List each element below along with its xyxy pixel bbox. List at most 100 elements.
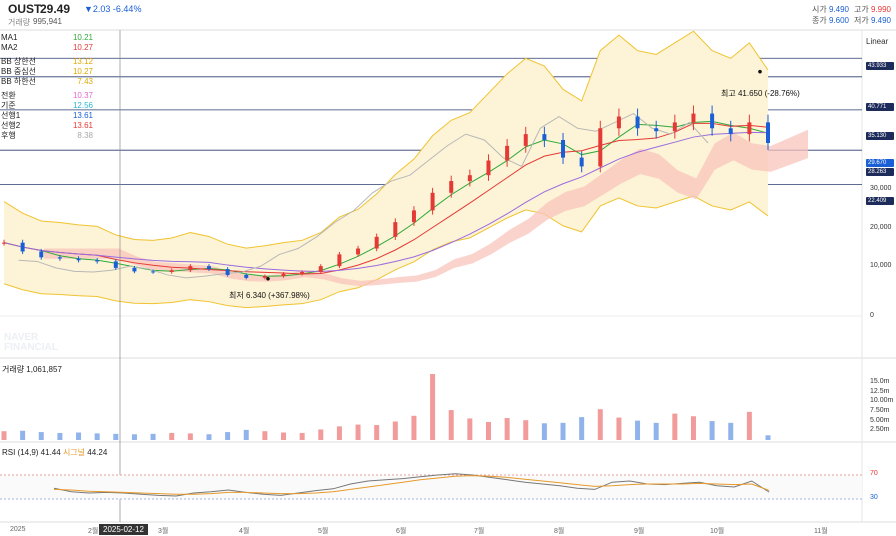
- volume-bar: [374, 425, 380, 440]
- volume-bar: [1, 431, 7, 440]
- level-tag-28263: 28.263: [866, 168, 894, 176]
- volume-bar: [765, 435, 771, 440]
- candle-body: [691, 113, 696, 123]
- vol-tick-15m: 15.0m: [870, 378, 890, 385]
- candle-body: [337, 254, 342, 267]
- ohlc-high: 고가 9.990: [854, 5, 891, 14]
- volume-bar: [281, 432, 287, 440]
- legend-ichimoku-lagging: 후행 8.38: [1, 131, 93, 140]
- crosshair-date-label: 2025-02-12: [99, 524, 148, 535]
- month-label: 6월: [396, 528, 407, 535]
- candle-body: [710, 113, 715, 129]
- ohlc-open: 시가 9.490: [812, 5, 849, 14]
- volume-bar: [523, 420, 529, 440]
- price-tick-0: 0: [870, 312, 874, 319]
- volume-bar: [299, 432, 305, 440]
- last-price: 29.49: [40, 2, 71, 16]
- volume-bar: [38, 432, 44, 440]
- candle-body: [430, 192, 435, 211]
- ma2-line: [3, 122, 769, 275]
- legend-ichimoku-base: 기준 12.56: [1, 101, 93, 110]
- low-annotation: 최저 6.340 (+367.98%): [229, 291, 310, 300]
- candle-body: [132, 267, 137, 272]
- month-label: 5월: [318, 528, 329, 535]
- candle-body: [2, 242, 6, 244]
- volume-bar: [430, 374, 436, 440]
- volume-bar: [504, 418, 510, 440]
- candle-body: [225, 269, 230, 275]
- candle-body: [57, 257, 62, 259]
- volume-bar: [709, 421, 715, 440]
- candle-body: [113, 261, 118, 268]
- candle-body: [262, 276, 267, 278]
- price-tick-20000: 20,000: [870, 224, 892, 231]
- volume-bar: [728, 422, 734, 440]
- rsi-level-30: 30: [870, 494, 878, 501]
- volume-bar: [616, 417, 622, 440]
- volume-panel-title: 거래량 1,061,857: [2, 365, 62, 374]
- volume-bar: [150, 433, 156, 440]
- candle-body: [393, 222, 398, 237]
- volume-bar: [411, 415, 417, 440]
- volume-bar: [672, 413, 678, 440]
- candle-body: [654, 128, 659, 132]
- current-price-tag: 29.670: [866, 159, 894, 167]
- candle-body: [579, 157, 584, 167]
- chart-header: OUST 29.49 ▼2.03 -6.44% 거래량 995,941 시가 9…: [0, 0, 896, 30]
- indicator-legend: MA1 10.21 MA2 10.27 BB 상한선 13.12 BB 중심선 10.2…: [0, 33, 96, 141]
- price-change: ▼2.03 -6.44%: [84, 4, 142, 14]
- volume-bar: [113, 433, 119, 440]
- volume-bar: [541, 423, 547, 440]
- vol-tick-12m: 12.5m: [870, 388, 890, 395]
- volume-bar: [597, 409, 603, 440]
- month-label: 11월: [814, 528, 828, 535]
- candle-body: [95, 260, 100, 262]
- volume-label: 거래량: [8, 18, 31, 27]
- volume-bar: [653, 422, 659, 440]
- ohlc-low: 저가 9.490: [854, 16, 891, 25]
- level-tag-40771: 40.771: [866, 103, 894, 111]
- volume-bar: [485, 421, 491, 440]
- candle-body: [244, 274, 249, 278]
- candle-body: [318, 266, 323, 272]
- legend-ichimoku-conversion: 전환 10.37: [1, 91, 93, 100]
- candle-body: [523, 134, 528, 146]
- scale-toggle-button[interactable]: Linear: [866, 37, 889, 46]
- month-label: 9월: [634, 528, 645, 535]
- volume-bar: [467, 418, 473, 440]
- month-label: 2월: [88, 528, 99, 535]
- volume-bar: [57, 432, 63, 440]
- legend-bb-lower: BB 하한선 7.43: [1, 77, 93, 86]
- volume-bar: [560, 422, 566, 440]
- legend-ichimoku-span2: 선행2 13.61: [1, 121, 93, 130]
- level-tag-43933: 43.933: [866, 62, 894, 70]
- level-tag-22409: 22.409: [866, 197, 894, 205]
- month-label: 2025: [10, 526, 26, 533]
- candle-body: [598, 128, 603, 167]
- volume-bar: [635, 420, 641, 440]
- volume-bar: [262, 431, 268, 440]
- legend-ma1: MA1 10.21: [1, 33, 93, 42]
- volume-bar: [20, 430, 26, 440]
- vol-tick-5m: 5.00m: [870, 417, 890, 424]
- candle-body: [747, 122, 752, 135]
- legend-bb-upper: BB 상한선 13.12: [1, 57, 93, 66]
- candle-body: [300, 272, 305, 274]
- candle-body: [505, 145, 510, 161]
- vol-tick-7m: 7.50m: [870, 407, 890, 414]
- watermark: NAVER FINANCIAL: [4, 332, 58, 353]
- candle-body: [20, 242, 25, 252]
- volume-bar: [76, 432, 82, 440]
- month-label: 7월: [474, 528, 485, 535]
- candle-body: [728, 128, 733, 135]
- ohlc-close: 종가 9.600: [812, 16, 849, 25]
- legend-bb-mid: BB 중심선 10.27: [1, 67, 93, 76]
- candle-body: [169, 270, 174, 272]
- candle-body: [561, 140, 566, 158]
- volume-bar: [206, 434, 212, 440]
- level-tag-35130: 35.130: [866, 132, 894, 140]
- volume-bar: [243, 429, 249, 440]
- rsi-panel-title: RSI (14,9) 41.44 시그널 44.24: [2, 448, 108, 457]
- volume-bar: [355, 424, 361, 440]
